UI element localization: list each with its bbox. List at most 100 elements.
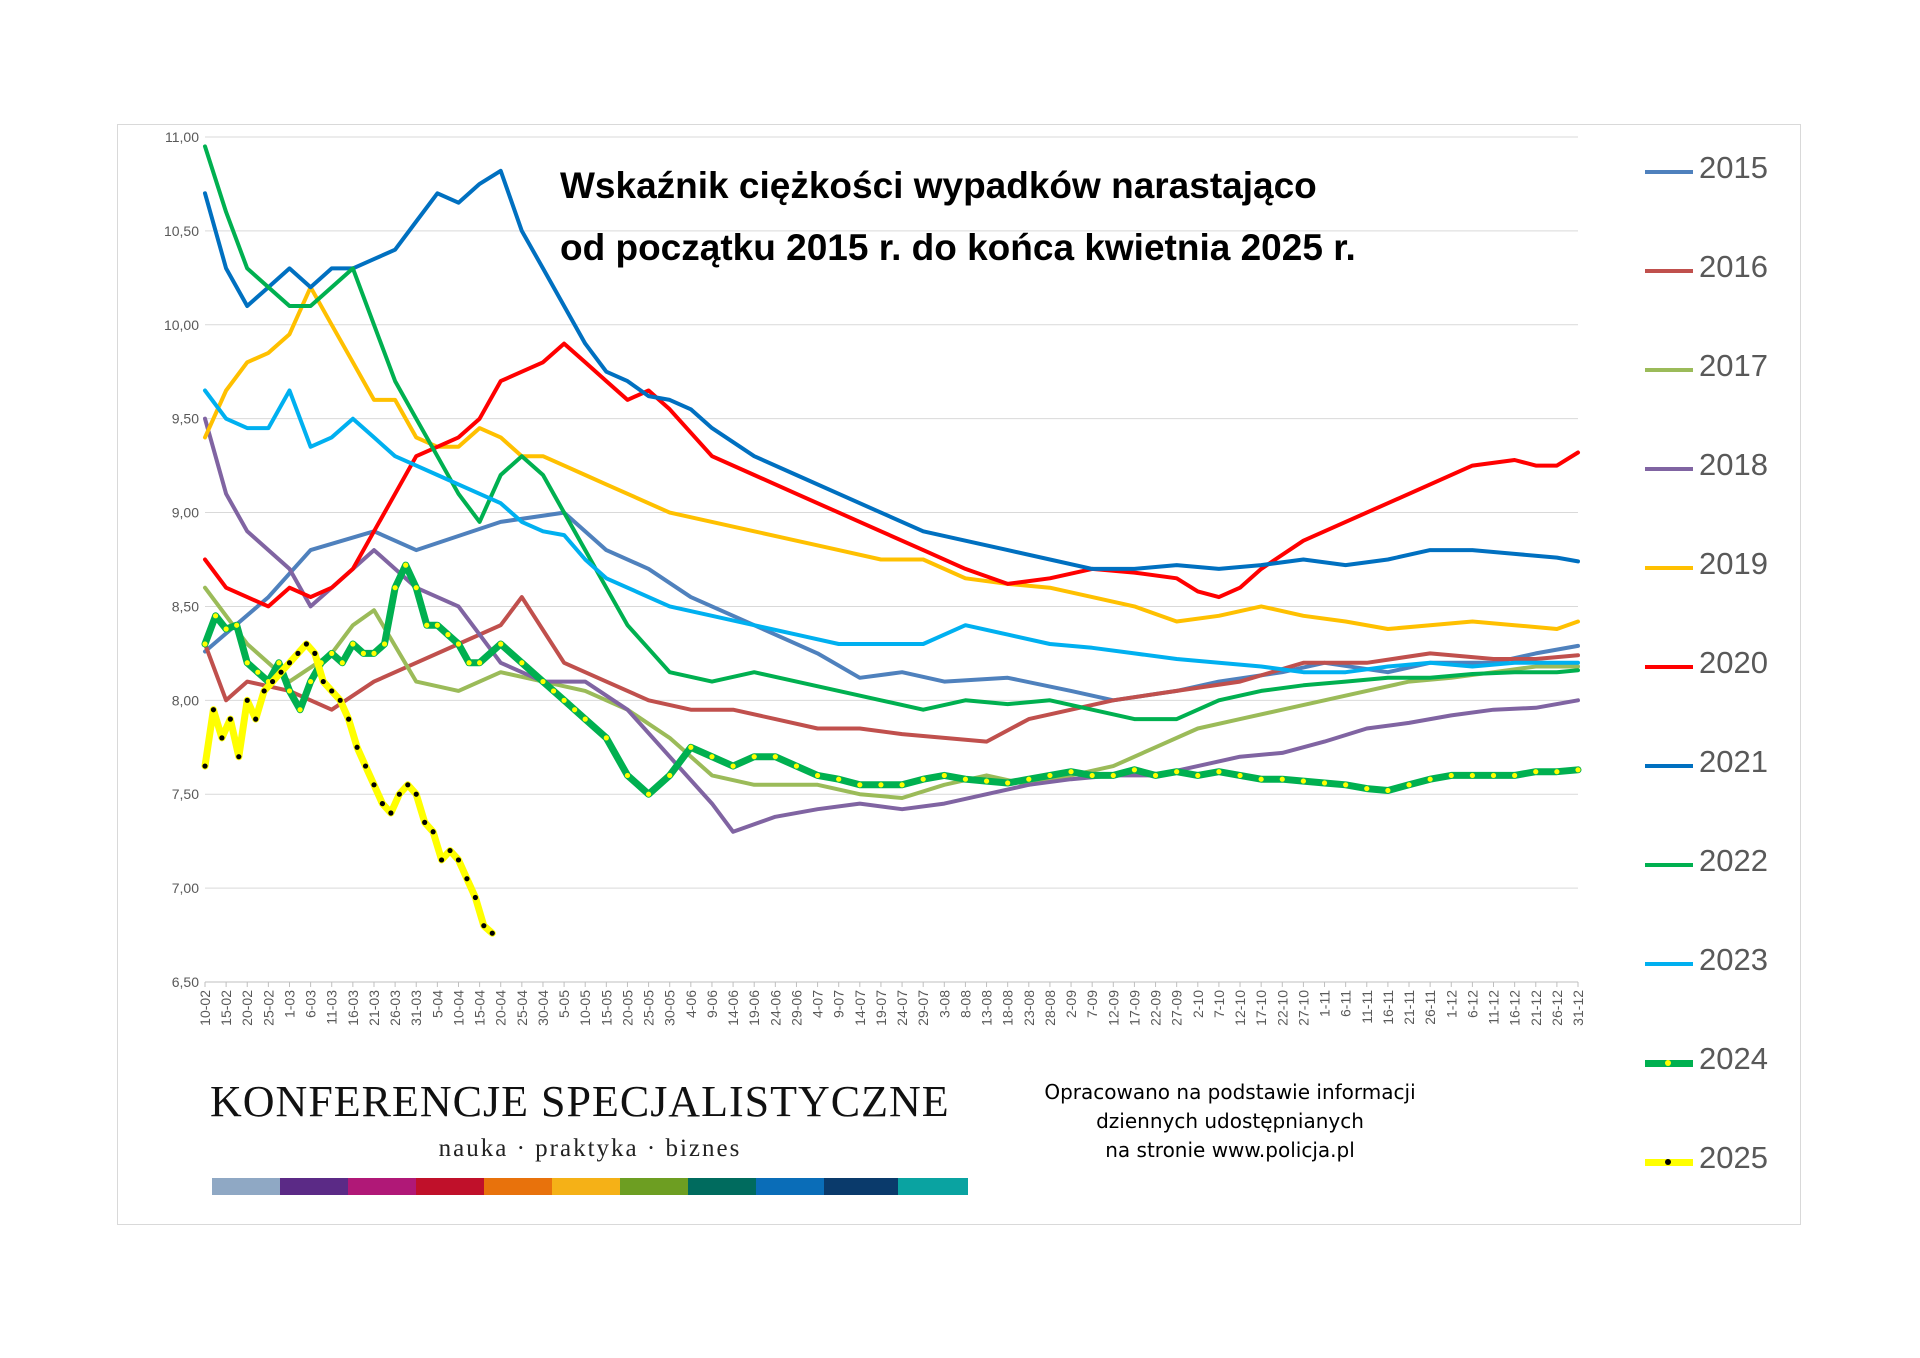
x-tick-label: 24-07 [894,990,910,1026]
series-marker-2024 [899,782,905,788]
series-marker-2024 [1406,782,1412,788]
series-marker-2024 [1343,782,1349,788]
series-marker-2024 [709,754,715,760]
series-marker-2025 [329,688,335,694]
logo-bar-segment [416,1178,484,1195]
legend-item-2019: 2019 [1645,546,1805,586]
series-marker-2024 [276,660,282,666]
series-marker-2024 [603,735,609,741]
legend-swatch [1645,566,1693,570]
x-tick-label: 29-07 [915,990,931,1026]
x-tick-label: 25-05 [641,990,657,1026]
series-marker-2024 [255,669,261,675]
series-marker-2024 [403,562,409,568]
series-marker-2025 [447,847,453,854]
x-tick-label: 5-05 [556,990,572,1018]
x-tick-label: 12-10 [1232,990,1248,1026]
series-marker-2024 [223,626,229,632]
series-marker-2024 [455,641,462,647]
x-tick-label: 21-11 [1401,990,1417,1025]
legend-item-2015: 2015 [1645,150,1805,190]
series-marker-2024 [1131,767,1138,773]
legend-swatch [1645,665,1693,669]
line-chart: 6,50 7,00 7,50 8,00 8,50 9,00 9,50 10,00 10,50 11… [164,129,1586,1026]
source-line1: Opracowano na podstawie informacji [1044,1080,1416,1104]
series-marker-2025 [320,678,326,685]
x-tick-label: 21-03 [366,990,382,1026]
series-marker-2025 [244,697,250,703]
chart-frame: 6,50 7,00 7,50 8,00 8,50 9,00 9,50 10,00 10,50 11… [117,124,1801,1225]
legend-swatch [1645,764,1693,768]
legend-label: 2021 [1699,744,1768,779]
series-marker-2025 [295,650,301,656]
x-tick-label: 26-03 [387,990,403,1026]
series-marker-2024 [1195,772,1201,779]
x-tick-label: 15-05 [598,990,614,1026]
legend-marker [1665,1159,1671,1165]
x-tick-label: 20-02 [239,990,255,1026]
series-marker-2024 [645,791,652,797]
series-marker-2024 [962,776,969,782]
legend-label: 2020 [1699,645,1768,680]
x-tick-label: 17-10 [1253,990,1269,1026]
source-line2: dziennych udostępnianych [1096,1109,1364,1133]
series-marker-2024 [540,678,546,685]
x-tick-label: 7-09 [1084,990,1100,1018]
series-line-2016 [203,595,1580,744]
series-marker-2025 [481,923,487,929]
series-marker-2024 [297,707,303,713]
x-tick-label: 16-12 [1507,990,1523,1026]
source-note: Opracowano na podstawie informacji dzien… [1040,1078,1420,1165]
logo-bar-segment [280,1178,348,1195]
series-marker-2024 [561,697,567,703]
series-marker-2024 [371,650,377,656]
series-marker-2024 [793,763,800,769]
x-tick-label: 11-12 [1486,990,1502,1025]
legend-swatch [1645,269,1693,273]
x-tick-label: 15-04 [472,990,488,1026]
series-marker-2024 [920,776,926,782]
x-tick-label: 26-11 [1422,990,1438,1025]
series-marker-2025 [430,829,436,835]
series-marker-2025 [489,930,495,936]
x-tick-label: 13-08 [979,990,995,1026]
y-tick-label: 8,00 [172,692,199,708]
x-tick-label: 20-04 [493,990,509,1026]
logo-bar-segment [620,1178,688,1195]
series-marker-2024 [688,744,694,750]
series-marker-2025 [337,697,343,703]
series-marker-2025 [202,763,208,769]
series-marker-2024 [857,782,863,788]
legend-label: 2025 [1699,1140,1768,1175]
y-tick-label: 10,50 [164,223,199,239]
series-marker-2025 [413,791,419,797]
y-tick-label: 10,00 [164,317,199,333]
series-marker-2024 [498,641,504,647]
chart-title: Wskaźnik ciężkości wypadków narastająco … [560,155,1356,279]
x-tick-label: 4-07 [810,990,826,1018]
series-marker-2024 [360,650,367,656]
series-marker-2024 [1068,769,1074,775]
logo-color-bar [212,1178,968,1195]
x-tick-label: 5-04 [429,990,445,1018]
legend-swatch [1645,863,1693,867]
legend-item-2020: 2020 [1645,645,1805,685]
legend-label: 2015 [1699,150,1768,185]
series-marker-2024 [1554,769,1560,775]
series-marker-2025 [371,782,377,788]
x-tick-label: 17-09 [1126,990,1142,1026]
x-tick-label: 20-05 [619,990,635,1026]
legend-item-2017: 2017 [1645,348,1805,388]
legend-item-2022: 2022 [1645,843,1805,883]
source-line3: na stronie www.policja.pl [1105,1138,1355,1162]
series-marker-2024 [814,772,821,779]
x-tick-label: 10-04 [450,990,466,1026]
series-marker-2024 [1237,772,1243,779]
series-marker-2025 [312,650,318,656]
logo-bar-segment [688,1178,756,1195]
series-marker-2024 [1533,769,1539,775]
x-tick-label: 30-04 [535,990,551,1026]
x-tick-label: 10-05 [577,990,593,1026]
series-marker-2025 [405,782,411,788]
series-marker-2024 [1047,772,1053,779]
